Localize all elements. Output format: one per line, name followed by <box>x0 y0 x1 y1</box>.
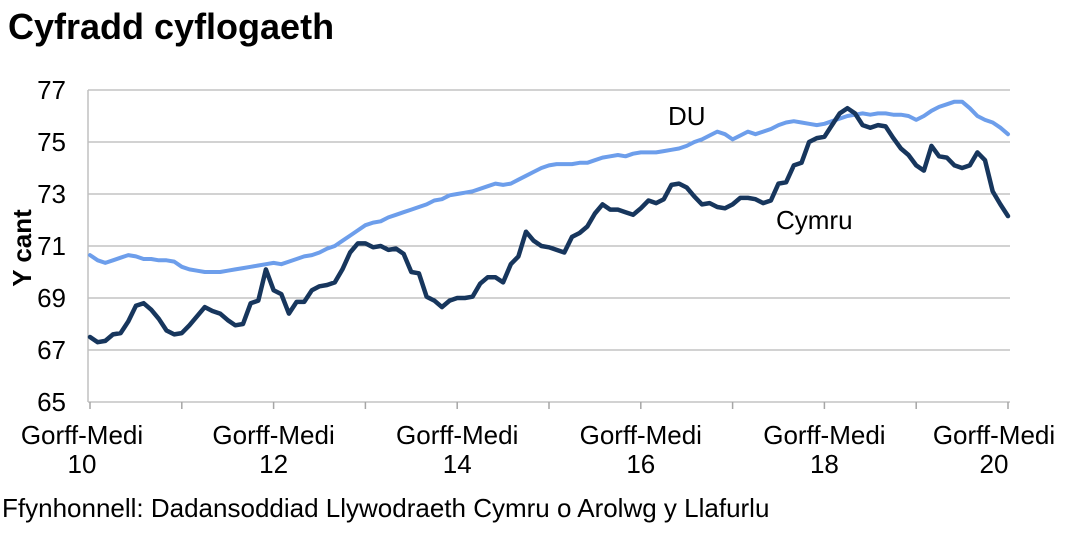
y-tick-label: 75 <box>37 127 66 157</box>
x-tick-label-year: 10 <box>68 449 97 479</box>
x-tick-label: Gorff-Medi <box>396 420 518 450</box>
x-tick-label-year: 18 <box>810 449 839 479</box>
x-tick-label: Gorff-Medi <box>933 420 1055 450</box>
y-tick-label: 77 <box>37 75 66 105</box>
x-tick-label-year: 20 <box>980 449 1009 479</box>
y-tick-label: 69 <box>37 283 66 313</box>
y-tick-label: 73 <box>37 179 66 209</box>
series-label-du: DU <box>668 101 706 131</box>
series-label-cymru: Cymru <box>776 205 853 235</box>
y-tick-label: 71 <box>37 231 66 261</box>
x-tick-label: Gorff-Medi <box>212 420 334 450</box>
x-tick-label-year: 16 <box>626 449 655 479</box>
x-tick-label: Gorff-Medi <box>580 420 702 450</box>
x-tick-label: Gorff-Medi <box>763 420 885 450</box>
x-tick-label: Gorff-Medi <box>21 420 143 450</box>
series-line-cymru <box>87 105 1011 345</box>
y-tick-label: 67 <box>37 335 66 365</box>
chart-title: Cyfradd cyflogaeth <box>8 6 335 47</box>
y-tick-label: 65 <box>37 387 66 417</box>
x-tick-label-year: 14 <box>443 449 472 479</box>
x-tick-label-year: 12 <box>259 449 288 479</box>
source-note: Ffynhonnell: Dadansoddiad Llywodraeth Cy… <box>2 493 770 523</box>
